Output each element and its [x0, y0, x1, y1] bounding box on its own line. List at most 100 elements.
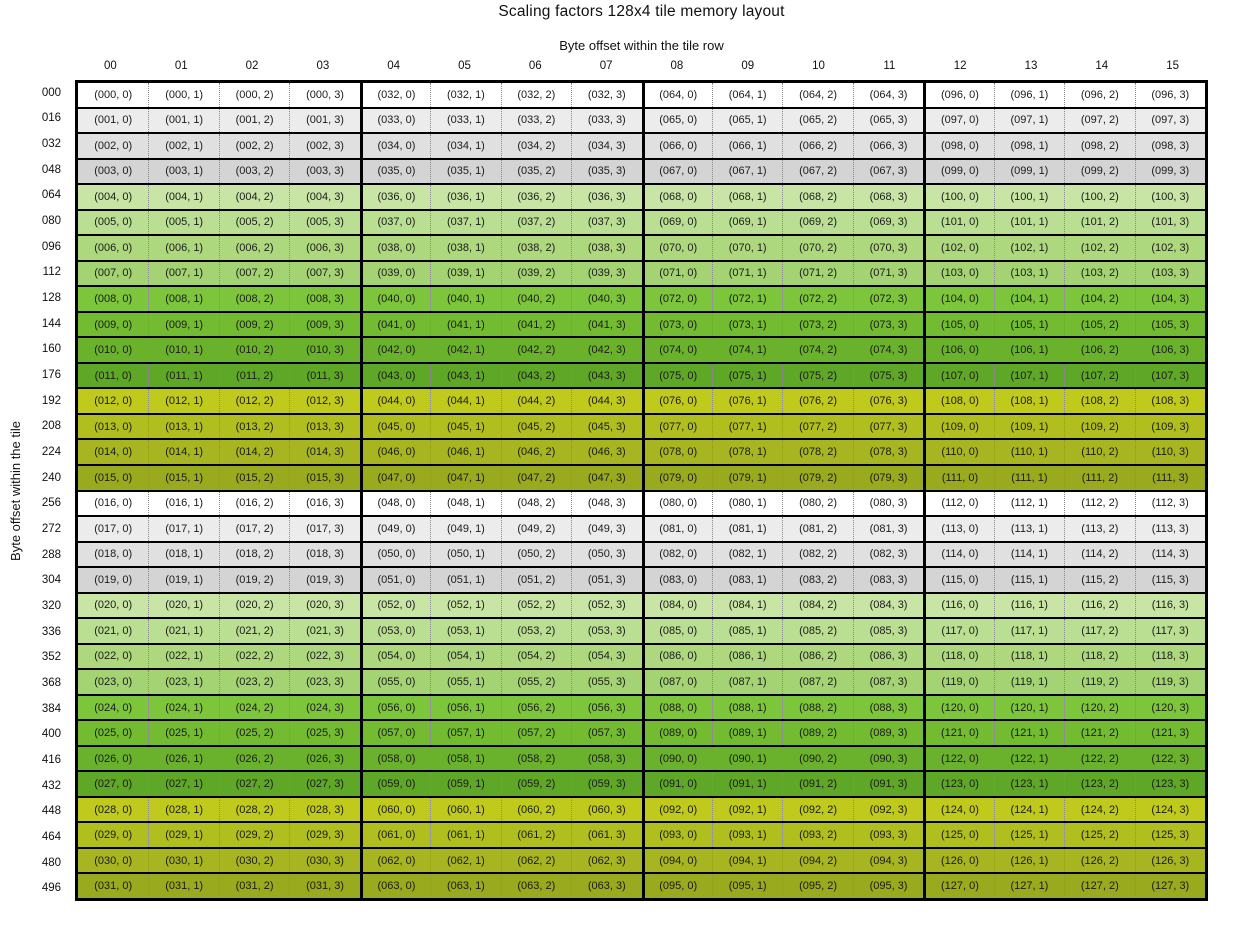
memory-cell: (058, 1)	[430, 746, 500, 771]
memory-cell: (094, 2)	[782, 848, 852, 873]
memory-cell: (080, 1)	[711, 491, 782, 516]
grid-row: (024, 0) (024, 1) (024, 2) (024, 3) (056, 0)…	[78, 693, 1205, 720]
memory-cell: (055, 1)	[430, 670, 500, 694]
memory-cell: (076, 0)	[641, 389, 712, 413]
memory-cell: (064, 1)	[711, 83, 782, 107]
memory-cell: (011, 0)	[94, 369, 132, 382]
memory-cell: (089, 3)	[852, 721, 923, 745]
memory-cell: (067, 0)	[641, 159, 712, 184]
memory-cell: (042, 0)	[359, 338, 430, 362]
memory-cell: (019, 0)	[94, 573, 133, 586]
memory-cell: (096, 3)	[1134, 83, 1205, 107]
memory-cell: (070, 0)	[641, 236, 712, 260]
memory-cell: (080, 2)	[782, 491, 852, 516]
memory-cell: (082, 0)	[641, 542, 712, 567]
memory-cell: (022, 1)	[148, 644, 218, 669]
memory-cell: (114, 2)	[1064, 542, 1134, 567]
memory-cell: (057, 1)	[430, 721, 500, 745]
memory-cell: (078, 1)	[711, 440, 782, 464]
memory-cell: (025, 3)	[289, 721, 359, 745]
memory-cell: (025, 2)	[218, 721, 289, 745]
memory-cell: (088, 0)	[641, 695, 712, 720]
memory-cell: (016, 1)	[148, 491, 218, 516]
memory-cell: (034, 0)	[359, 134, 430, 158]
memory-cell: (041, 2)	[500, 312, 571, 337]
memory-cell: (043, 3)	[571, 363, 641, 388]
memory-cell: (099, 2)	[1064, 159, 1134, 184]
memory-cell: (067, 1)	[711, 159, 782, 184]
memory-cell: (031, 0)	[94, 880, 133, 893]
memory-cell: (032, 3)	[571, 83, 641, 107]
memory-cell: (017, 1)	[148, 517, 218, 541]
memory-cell: (107, 3)	[1134, 363, 1205, 388]
memory-cell: (101, 0)	[923, 210, 993, 235]
memory-cell: (089, 1)	[711, 721, 782, 745]
memory-cell: (008, 1)	[148, 287, 218, 311]
memory-cell: (066, 3)	[852, 134, 923, 158]
memory-cell: (047, 1)	[430, 465, 500, 490]
memory-cell: (004, 0)	[94, 190, 133, 203]
memory-cell: (117, 2)	[1064, 619, 1134, 643]
memory-cell: (002, 2)	[218, 134, 289, 158]
memory-cell: (111, 2)	[1064, 465, 1134, 490]
row-header: 208	[41, 420, 61, 433]
memory-cell: (007, 3)	[289, 261, 359, 286]
memory-cell: (029, 1)	[148, 823, 218, 847]
col-header: 09	[741, 60, 755, 72]
memory-cell: (057, 2)	[500, 721, 571, 745]
grid-row: (014, 0) (014, 1) (014, 2) (014, 3) (046, 0)…	[78, 438, 1205, 464]
memory-cell: (021, 3)	[289, 619, 359, 643]
memory-cell: (119, 2)	[1064, 670, 1134, 694]
memory-cell: (062, 0)	[359, 848, 430, 873]
memory-cell: (083, 0)	[641, 568, 712, 592]
memory-cell: (123, 2)	[1064, 772, 1134, 796]
memory-cell: (021, 0)	[94, 624, 133, 637]
memory-cell: (020, 1)	[148, 593, 218, 618]
row-header: 496	[41, 882, 61, 895]
memory-cell: (003, 2)	[218, 159, 289, 184]
memory-cell: (126, 3)	[1134, 848, 1205, 873]
memory-cell: (055, 3)	[571, 670, 641, 694]
memory-cell: (086, 0)	[641, 644, 712, 669]
memory-cell: (105, 1)	[993, 312, 1064, 337]
grid-row: (020, 0) (020, 1) (020, 2) (020, 3) (052, 0)…	[78, 591, 1205, 618]
memory-cell: (123, 1)	[993, 772, 1064, 796]
memory-cell: (030, 0)	[94, 854, 133, 867]
memory-cell: (035, 2)	[500, 159, 571, 184]
memory-cell: (053, 3)	[571, 619, 641, 643]
memory-cell: (109, 1)	[993, 414, 1064, 439]
memory-cell: (050, 1)	[430, 542, 500, 567]
memory-cell: (033, 0)	[359, 108, 430, 133]
memory-cell: (004, 3)	[289, 185, 359, 209]
memory-cell: (104, 2)	[1064, 287, 1134, 311]
memory-cell: (052, 3)	[571, 593, 641, 618]
memory-cell: (090, 3)	[852, 746, 923, 771]
row-header: 176	[41, 369, 61, 382]
memory-cell: (005, 1)	[148, 210, 218, 235]
memory-cell: (064, 3)	[852, 83, 923, 107]
memory-cell: (071, 3)	[852, 261, 923, 286]
memory-cell: (030, 3)	[289, 848, 359, 873]
row-header: 288	[41, 548, 61, 561]
memory-cell: (064, 2)	[782, 83, 852, 107]
col-header: 04	[387, 60, 401, 72]
memory-cell: (080, 0)	[641, 491, 712, 516]
memory-cell: (061, 3)	[571, 823, 641, 847]
memory-cell: (126, 1)	[993, 848, 1064, 873]
grid-row: (018, 0) (018, 1) (018, 2) (018, 3) (050, 0)…	[78, 540, 1205, 567]
memory-cell: (112, 1)	[993, 491, 1064, 516]
memory-cell: (000, 1)	[148, 83, 218, 107]
memory-cell: (116, 0)	[923, 593, 993, 618]
memory-cell: (103, 2)	[1064, 261, 1134, 286]
grid-row: (009, 0) (009, 1) (009, 2) (009, 3) (041, 0)…	[78, 310, 1205, 337]
memory-cell: (060, 1)	[430, 797, 500, 822]
row-header: 480	[41, 856, 61, 869]
memory-cell: (005, 3)	[289, 210, 359, 235]
memory-cell: (074, 3)	[852, 338, 923, 362]
row-header: 000	[41, 86, 61, 99]
memory-cell: (048, 1)	[430, 491, 500, 516]
memory-cell: (057, 3)	[571, 721, 641, 745]
memory-cell: (071, 1)	[711, 261, 782, 286]
memory-cell: (088, 3)	[852, 695, 923, 720]
memory-cell: (105, 3)	[1134, 312, 1205, 337]
